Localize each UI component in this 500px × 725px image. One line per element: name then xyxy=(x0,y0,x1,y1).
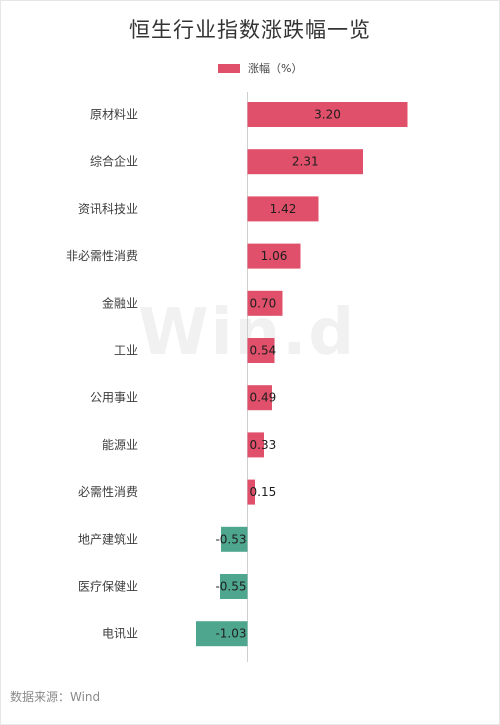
category-label: 综合企业 xyxy=(90,154,138,169)
bar xyxy=(247,338,275,363)
category-label: 金融业 xyxy=(102,295,138,310)
category-label: 地产建筑业 xyxy=(78,531,138,546)
data-label: 0.70 xyxy=(250,296,277,310)
bar xyxy=(196,621,248,647)
bar xyxy=(247,102,408,127)
category-label: 原材料业 xyxy=(90,108,138,122)
category-label: 必需性消费 xyxy=(78,485,138,499)
data-label: 0.33 xyxy=(250,438,277,452)
category-label: 非必需性消费 xyxy=(66,249,138,263)
bar xyxy=(247,149,363,175)
chart-legend: 涨幅（%） xyxy=(218,60,302,76)
data-label: 1.42 xyxy=(270,202,297,216)
data-label: -0.55 xyxy=(215,580,246,594)
bar xyxy=(247,385,272,411)
data-label: -0.53 xyxy=(215,532,246,546)
bar xyxy=(247,479,255,505)
category-label: 公用事业 xyxy=(90,391,138,405)
category-label: 能源业 xyxy=(102,438,138,452)
bar xyxy=(220,574,248,599)
data-label: 2.31 xyxy=(292,155,319,169)
bar xyxy=(221,526,248,552)
legend-swatch xyxy=(218,63,240,73)
category-label: 电讯业 xyxy=(102,627,138,641)
data-label: 0.54 xyxy=(250,344,277,358)
bar xyxy=(247,432,264,458)
category-label: 工业 xyxy=(114,344,138,358)
bar xyxy=(247,290,283,316)
category-label: 医疗保健业 xyxy=(78,580,138,594)
data-label: 1.06 xyxy=(261,249,288,263)
data-label: 0.15 xyxy=(250,485,277,499)
bar xyxy=(247,196,319,222)
legend-label: 涨幅（%） xyxy=(248,62,303,75)
data-label: 0.49 xyxy=(250,391,277,405)
data-label: 3.20 xyxy=(314,108,341,122)
bar xyxy=(247,243,301,269)
data-label: -1.03 xyxy=(215,627,246,641)
category-label: 资讯科技业 xyxy=(78,202,138,216)
chart-title: 恒生行业指数涨跌幅一览 xyxy=(129,18,371,42)
source-note: 数据来源：Wind xyxy=(10,690,101,704)
watermark-logo: Win.d xyxy=(138,296,357,370)
